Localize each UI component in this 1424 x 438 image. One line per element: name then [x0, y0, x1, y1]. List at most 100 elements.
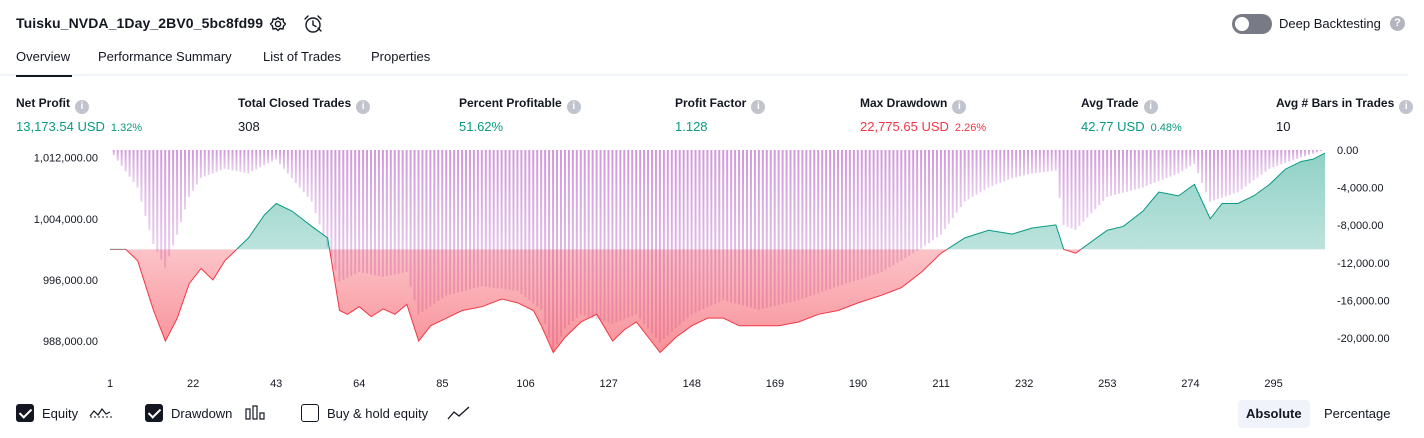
metric-value: 1.128 [675, 119, 765, 134]
x-tick-label: 43 [270, 378, 282, 390]
absolute-button[interactable]: Absolute [1238, 400, 1310, 428]
drawdown-bar [603, 150, 606, 322]
drawdown-bar [1169, 150, 1172, 177]
drawdown-bar [1173, 150, 1176, 176]
drawdown-bar [694, 150, 697, 313]
drawdown-bar [160, 150, 163, 260]
alarm-clock-icon[interactable] [302, 13, 324, 35]
help-icon[interactable]: ? [1390, 16, 1405, 31]
drawdown-bar [785, 150, 788, 304]
drawdown-bar [504, 150, 507, 290]
drawdown-bar [714, 150, 717, 304]
drawdown-bar [437, 150, 440, 302]
metric-label: Percent Profitable [459, 96, 562, 110]
drawdown-bar [476, 150, 479, 288]
drawdown-bar [730, 150, 733, 303]
drawdown-bar [789, 150, 792, 303]
drawdown-bar [619, 150, 622, 321]
drawdown-bar [1240, 150, 1243, 190]
right-axis: 0.00 -4,000.00 -8,000.00 -12,000.00 -16,000.… [1337, 145, 1390, 345]
info-icon[interactable]: i [1143, 100, 1158, 114]
legend-label: Buy & hold equity [327, 406, 429, 421]
drawdown-bar [278, 150, 281, 165]
info-icon[interactable]: i [566, 100, 581, 114]
tab-list-of-trades[interactable]: List of Trades [263, 49, 342, 64]
drawdown-bar [120, 150, 123, 167]
drawdown-bar [1106, 150, 1109, 197]
right-tick-label: -20,000.00 [1337, 333, 1390, 345]
drawdown-bar [900, 150, 903, 261]
drawdown-bar [1292, 150, 1295, 161]
drawdown-bar [544, 150, 547, 324]
settings-icon[interactable] [268, 14, 288, 34]
x-tick-label: 274 [1181, 378, 1199, 390]
left-tick-label: 988,000.00 [43, 336, 98, 348]
equity-line-icon [89, 407, 112, 418]
drawdown-bar [156, 150, 159, 252]
drawdown-bar [370, 150, 373, 275]
total-closed-trades-value: 308 [238, 119, 260, 134]
drawdown-bar [1212, 150, 1215, 201]
drawdown-bar [999, 150, 1002, 183]
drawdown-bar [346, 150, 349, 278]
drawdown-checkbox[interactable] [145, 404, 163, 422]
drawdown-bar [286, 150, 289, 174]
buy-hold-checkbox[interactable] [301, 404, 319, 422]
drawdown-bar [1304, 150, 1307, 157]
drawdown-bar [1193, 150, 1196, 165]
info-icon[interactable]: i [356, 100, 371, 114]
drawdown-bar [931, 150, 934, 241]
drawdown-bar [1276, 150, 1279, 166]
drawdown-bar [686, 150, 689, 318]
equity-drawdown-chart[interactable]: 1,012,000.00 1,004,000.00 996,000.00 988,00… [0, 140, 1424, 390]
x-tick-label: 295 [1264, 378, 1282, 390]
right-tick-label: -8,000.00 [1337, 220, 1383, 232]
info-icon[interactable]: i [751, 100, 766, 114]
drawdown-bar [738, 150, 741, 305]
drawdown-bar [1311, 150, 1314, 154]
drawdown-bar [595, 150, 598, 320]
percentage-button[interactable]: Percentage [1324, 406, 1391, 421]
drawdown-bar [528, 150, 531, 301]
drawdown-bar [1205, 150, 1208, 193]
tab-performance-summary[interactable]: Performance Summary [98, 49, 232, 64]
metric-value: 22,775.65 USD 2.26% [860, 119, 986, 134]
drawdown-bar [1098, 150, 1101, 206]
info-icon[interactable]: i [952, 100, 967, 114]
drawdown-bar [409, 150, 412, 287]
profit-factor-value: 1.128 [675, 119, 708, 134]
info-icon[interactable]: i [75, 100, 89, 114]
drawdown-bar [203, 150, 206, 177]
drawdown-bar [805, 150, 808, 298]
drawdown-bar [563, 150, 566, 329]
info-icon[interactable]: i [1399, 100, 1414, 114]
drawdown-bar [698, 150, 701, 311]
drawdown-bar [140, 150, 143, 202]
drawdown-bar [848, 150, 851, 283]
tab-properties[interactable]: Properties [371, 49, 431, 64]
drawdown-bar [1062, 150, 1065, 226]
equity-checkbox[interactable] [16, 404, 34, 422]
drawdown-bar [868, 150, 871, 276]
drawdown-bar [116, 150, 119, 161]
drawdown-bar [575, 150, 578, 318]
metric-net-profit: Net Profit i 13,173.54 USD 1.32% [16, 94, 142, 134]
deep-backtesting-toggle[interactable] [1232, 14, 1272, 34]
drawdown-bar [1268, 150, 1271, 169]
drawdown-bar [983, 150, 986, 190]
max-drawdown-pct: 2.26% [954, 122, 987, 134]
drawdown-bar [690, 150, 693, 315]
drawdown-bar [433, 150, 436, 304]
drawdown-bar [781, 150, 784, 305]
drawdown-bar [496, 150, 499, 289]
drawdown-bar [943, 150, 946, 230]
toggle-knob [1235, 17, 1249, 31]
drawdown-bar [1157, 150, 1160, 182]
drawdown-bar [520, 150, 523, 295]
drawdown-bar [1129, 150, 1132, 191]
drawdown-bar [726, 150, 729, 302]
drawdown-bar [904, 150, 907, 259]
tab-overview[interactable]: Overview [16, 49, 73, 77]
drawdown-bar [761, 150, 764, 309]
drawdown-bar [187, 150, 190, 197]
